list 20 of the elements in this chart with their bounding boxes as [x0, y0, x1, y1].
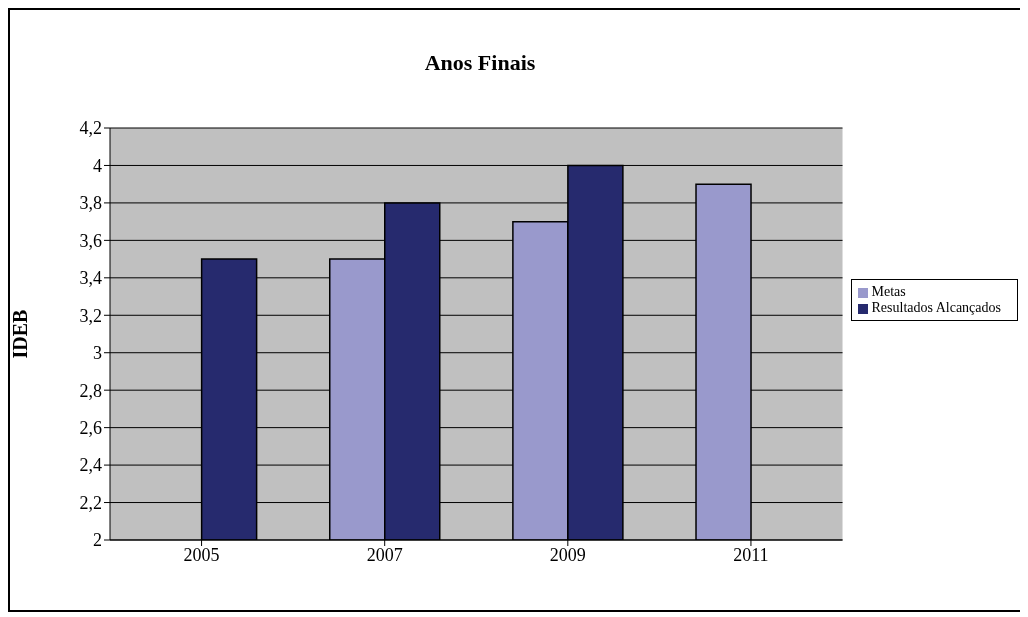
y-tick-label: 2,2: [79, 492, 102, 513]
y-tick-label: 3,6: [79, 230, 102, 251]
y-tick-label: 3: [93, 343, 102, 364]
legend-label: Resultados Alcançados: [871, 300, 1001, 315]
y-tick-label: 2,6: [79, 418, 102, 439]
y-tick-label: 2,4: [79, 455, 102, 476]
y-tick-label: 4: [93, 155, 102, 176]
y-tick-label: 2,8: [79, 380, 102, 401]
legend-label: Metas: [871, 284, 906, 299]
y-tick-label: 2: [93, 530, 102, 551]
y-tick-label: 3,2: [79, 305, 102, 326]
y-tick-label: 3,8: [79, 193, 102, 214]
y-axis-title: IDEB: [9, 309, 32, 359]
y-tick-label: 3,4: [79, 268, 102, 289]
x-tick-label: 2011: [733, 544, 769, 565]
y-tick-label: 4,2: [79, 118, 102, 139]
chart-title: Anos Finais: [423, 50, 537, 76]
x-tick-label: 2009: [549, 544, 586, 565]
x-tick-label: 2007: [366, 544, 403, 565]
x-tick-label: 2005: [183, 544, 220, 565]
